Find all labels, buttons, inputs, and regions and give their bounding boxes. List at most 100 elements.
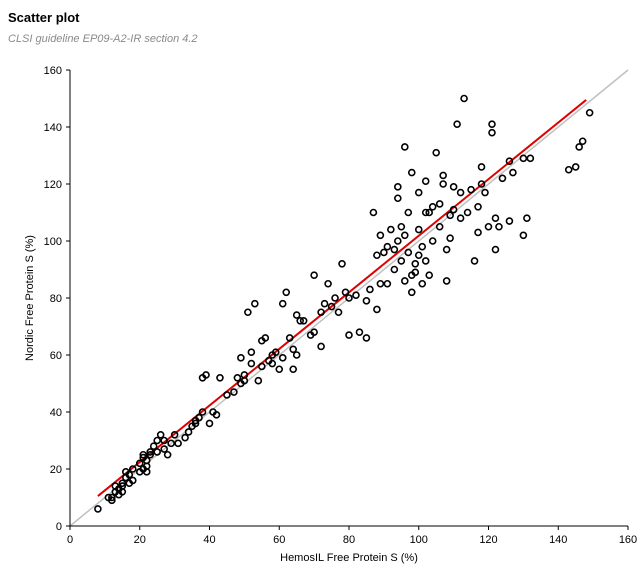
data-point [320,299,329,308]
x-tick-label: 60 [273,534,285,546]
y-tick-label: 120 [44,179,62,191]
data-point [334,308,343,317]
data-point [223,391,231,399]
y-tick-label: 140 [44,122,62,134]
data-point [446,234,454,242]
data-point [254,376,263,385]
data-point [331,294,339,302]
data-point [310,271,318,280]
data-point [240,376,249,385]
axes [66,69,629,530]
data-point [414,251,423,260]
data-point [125,470,134,479]
data-point [247,359,256,368]
data-point [387,225,395,234]
data-point [170,430,179,439]
data-point [212,411,221,419]
data-point [299,316,308,325]
data-point [453,120,461,128]
chart-title: Scatter plot [8,10,80,25]
y-tick-label: 80 [50,293,62,305]
data-point [439,171,447,180]
data-point [184,428,193,436]
data-point [244,308,252,317]
data-point [498,174,507,183]
data-point [575,143,583,151]
data-point [247,348,256,356]
data-point [167,439,175,448]
data-point [362,334,371,342]
data-point [400,277,409,285]
data-point [407,168,416,177]
data-point [467,185,475,194]
data-point [488,128,496,137]
data-point [474,228,482,237]
data-point [258,362,266,371]
data-point [481,188,489,197]
x-tick-label: 0 [67,534,73,546]
data-point [94,505,102,513]
data-point [345,294,353,302]
data-point [491,214,500,222]
x-tick-label: 140 [549,534,567,546]
data-point [341,288,350,297]
data-point [519,231,528,240]
data-point [435,222,444,231]
y-tick-label: 20 [50,464,62,476]
data-point [456,188,465,197]
reference-lines [69,69,629,527]
chart-subtitle: CLSI guideline EP09-A2-IR section 4.2 [8,33,198,45]
data-point [411,268,420,277]
data-point [509,168,517,177]
tick-labels: 0 20 40 60 80 100 120 140 160 0 20 40 60 80 100 120 140 1… [44,65,638,546]
data-point [296,316,304,325]
data-point [362,297,371,305]
y-tick-label: 0 [56,521,62,533]
data-point [418,279,427,288]
data-point [523,214,531,222]
y-tick-label: 40 [50,407,62,419]
x-tick-label: 40 [203,534,215,546]
data-point [345,331,353,339]
data-point [156,430,165,439]
data-point [484,222,493,231]
data-point [317,308,325,317]
data-point [488,120,496,128]
data-point [355,328,364,337]
y-tick-label: 60 [50,350,62,362]
data-point [128,465,137,473]
data-point [195,413,203,422]
data-point [578,137,587,146]
data-point [477,163,486,171]
data-point [428,203,437,211]
data-point [400,143,409,151]
data-point [160,436,168,445]
data-point [505,217,514,225]
data-point [352,291,360,299]
data-points [94,94,594,513]
data-point [181,433,189,442]
data-point [407,288,416,297]
data-point [442,277,451,285]
data-point [404,248,413,257]
data-point [174,439,182,448]
data-point [526,154,535,163]
data-point [383,242,392,251]
data-point [237,354,245,362]
y-axis-title: Nordic Free Protein S (%) [24,235,36,361]
data-point [491,245,500,254]
x-axis-title: HemosIL Free Protein S (%) [280,552,418,564]
data-point [327,302,336,311]
data-point [278,299,287,308]
data-point [118,479,127,488]
data-point [456,214,465,222]
data-point [373,305,381,314]
data-point [233,373,242,382]
data-point [310,328,318,337]
data-point [477,180,486,188]
data-point [202,371,210,379]
data-point [268,359,277,368]
data-point [421,177,430,185]
data-point [369,208,378,217]
